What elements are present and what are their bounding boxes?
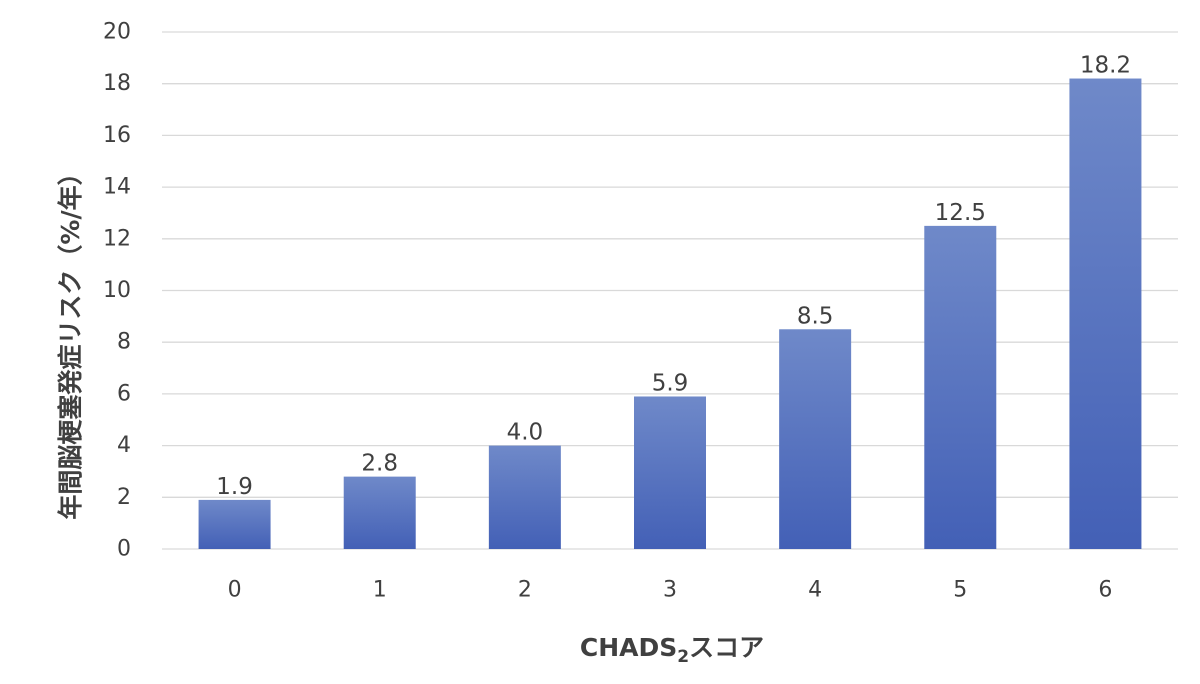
data-label-3: 5.9 — [652, 370, 689, 396]
x-tick-label: 1 — [373, 578, 387, 603]
x-tick-label: 2 — [518, 578, 532, 603]
x-axis-title: CHADS2スコア — [580, 633, 764, 667]
bars — [198, 78, 1142, 549]
y-axis-title: 年間脳梗塞発症リスク（%/年） — [56, 160, 85, 519]
x-tick-label: 4 — [808, 578, 822, 603]
y-tick-label: 12 — [103, 226, 131, 251]
bar-1 — [343, 476, 416, 549]
y-tick-label: 18 — [103, 71, 131, 96]
data-label-2: 4.0 — [507, 420, 544, 446]
gridlines — [162, 31, 1178, 550]
data-label-6: 18.2 — [1080, 53, 1131, 79]
data-labels: 1.9 2.8 4.0 5.9 8.5 12.5 18.2 — [216, 53, 1131, 500]
x-tick-label: 3 — [663, 578, 677, 603]
x-axis-tick-labels: 0 1 2 3 4 5 6 — [228, 578, 1113, 603]
bar-4 — [779, 329, 852, 549]
y-tick-label: 4 — [117, 433, 131, 458]
data-label-1: 2.8 — [361, 451, 398, 477]
y-tick-label: 0 — [117, 537, 131, 562]
x-axis-title-subscript: 2 — [677, 647, 689, 667]
data-label-5: 12.5 — [935, 200, 986, 226]
bar-5 — [924, 225, 997, 549]
y-tick-label: 20 — [103, 20, 131, 45]
y-tick-label: 6 — [117, 381, 131, 406]
x-tick-label: 0 — [228, 578, 242, 603]
y-tick-label: 2 — [117, 485, 131, 510]
y-tick-label: 8 — [117, 330, 131, 355]
y-tick-label: 14 — [103, 175, 131, 200]
x-axis-title-main: CHADS — [580, 633, 677, 662]
x-tick-label: 5 — [953, 578, 967, 603]
y-tick-label: 16 — [103, 123, 131, 148]
data-label-4: 8.5 — [797, 303, 834, 329]
x-tick-label: 6 — [1098, 578, 1112, 603]
bar-6 — [1069, 78, 1142, 549]
bar-2 — [488, 445, 561, 549]
x-axis-title-suffix: スコア — [689, 633, 764, 662]
y-axis-tick-labels: 0 2 4 6 8 10 12 14 16 18 20 — [103, 20, 131, 562]
bar-3 — [634, 396, 706, 549]
bar-0 — [198, 499, 271, 549]
y-tick-label: 10 — [103, 278, 131, 303]
data-label-0: 1.9 — [216, 474, 253, 500]
